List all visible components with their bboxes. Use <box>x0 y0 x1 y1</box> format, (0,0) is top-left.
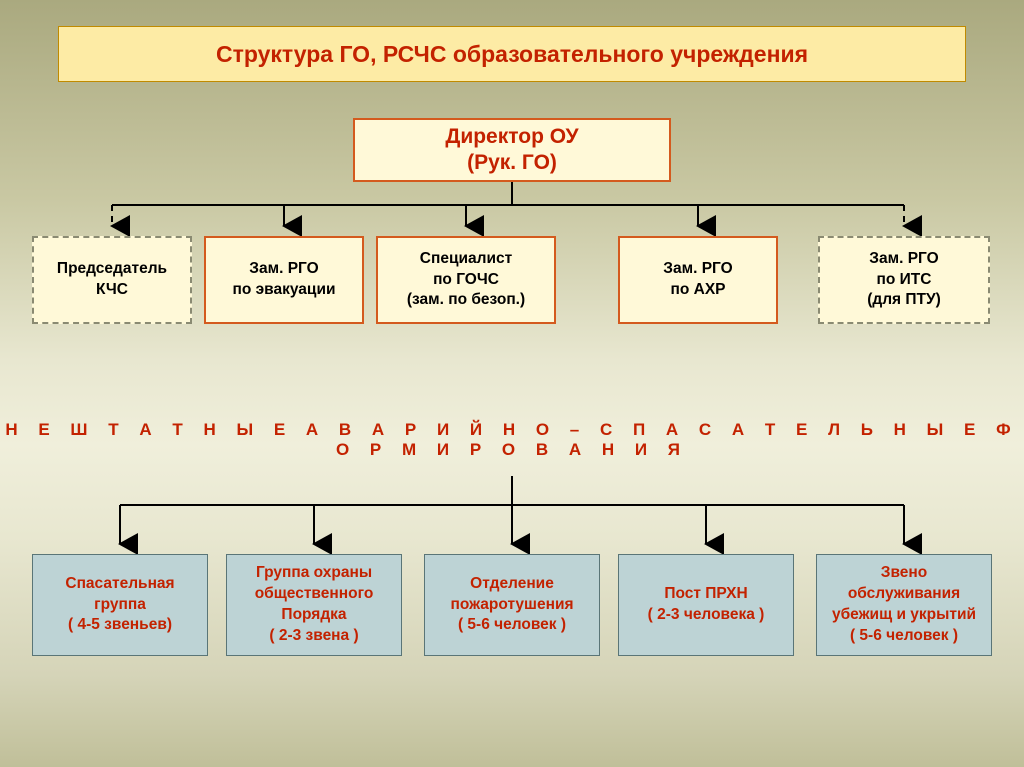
text: по АХР <box>670 280 725 301</box>
text: по ГОЧС <box>433 270 499 291</box>
node-chairman-kchs: Председатель КЧС <box>32 236 192 324</box>
text: группа <box>94 595 146 616</box>
node-shelter-maintenance: Звено обслуживания убежищ и укрытий ( 5-… <box>816 554 992 656</box>
node-fire-division: Отделение пожаротушения ( 5-6 человек ) <box>424 554 600 656</box>
text: Зам. РГО <box>663 259 732 280</box>
text: ( 5-6 человек ) <box>850 626 958 647</box>
text: по ИТС <box>877 270 932 291</box>
node-director: Директор ОУ (Рук. ГО) <box>353 118 671 182</box>
diagram-title-text: Структура ГО, РСЧС образовательного учре… <box>216 41 808 68</box>
node-specialist-gochs: Специалист по ГОЧС (зам. по безоп.) <box>376 236 556 324</box>
text: ( 5-6 человек ) <box>458 615 566 636</box>
text: Спасательная <box>65 574 174 595</box>
director-line1: Директор ОУ <box>445 124 578 150</box>
text: КЧС <box>96 280 128 301</box>
node-public-order-group: Группа охраны общественного Порядка ( 2-… <box>226 554 402 656</box>
text: Группа охраны <box>256 563 372 584</box>
text: ( 2-3 человека ) <box>648 605 765 626</box>
node-prhn-post: Пост ПРХН ( 2-3 человека ) <box>618 554 794 656</box>
text: убежищ и укрытий <box>832 605 976 626</box>
text: обслуживания <box>848 584 960 605</box>
text: Председатель <box>57 259 167 280</box>
text: Порядка <box>281 605 346 626</box>
text: Специалист <box>420 249 512 270</box>
node-deputy-ahr: Зам. РГО по АХР <box>618 236 778 324</box>
section-banner: Н Е Ш Т А Т Н Ы Е А В А Р И Й Н О – С П … <box>0 420 1024 460</box>
text: пожаротушения <box>450 595 573 616</box>
text: Зам. РГО <box>249 259 318 280</box>
director-line2: (Рук. ГО) <box>467 150 557 176</box>
text: Звено <box>881 563 928 584</box>
text: по эвакуации <box>232 280 335 301</box>
node-deputy-its: Зам. РГО по ИТС (для ПТУ) <box>818 236 990 324</box>
text: общественного <box>255 584 374 605</box>
text: Отделение <box>470 574 554 595</box>
text: Пост ПРХН <box>664 584 747 605</box>
text: ( 4-5 звеньев) <box>68 615 172 636</box>
text: (зам. по безоп.) <box>407 290 525 311</box>
diagram-title: Структура ГО, РСЧС образовательного учре… <box>58 26 966 82</box>
text: ( 2-3 звена ) <box>269 626 358 647</box>
node-deputy-evacuation: Зам. РГО по эвакуации <box>204 236 364 324</box>
text: Зам. РГО <box>869 249 938 270</box>
node-rescue-group: Спасательная группа ( 4-5 звеньев) <box>32 554 208 656</box>
banner-text: Н Е Ш Т А Т Н Ы Е А В А Р И Й Н О – С П … <box>5 420 1018 459</box>
text: (для ПТУ) <box>867 290 941 311</box>
